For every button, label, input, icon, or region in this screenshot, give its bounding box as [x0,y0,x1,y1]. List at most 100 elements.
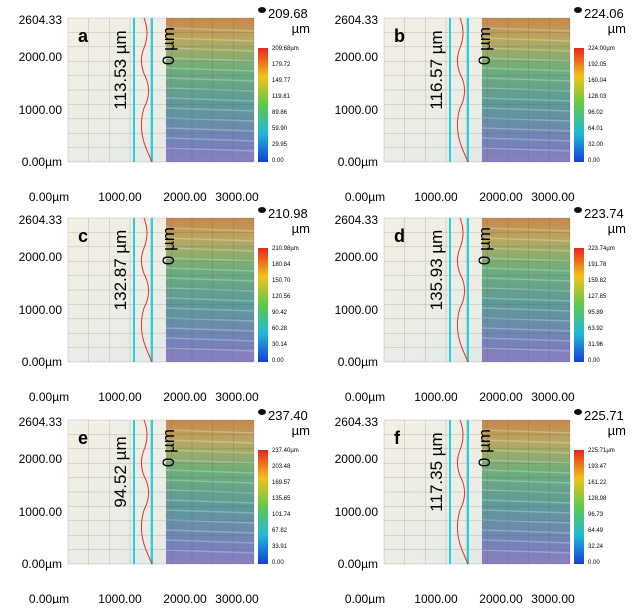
streak [481,347,571,352]
y-tick-label: 2604.33 [335,13,379,27]
streak [165,539,255,544]
colorbar-label: 120.56 [272,294,291,300]
streak [481,489,571,494]
colorbar-label: 128.98 [588,496,607,502]
topography [166,218,254,362]
streak [165,37,255,42]
streak [481,67,571,72]
streak [481,107,571,112]
colorbar-label: 135.65 [272,496,291,502]
streak [165,347,255,352]
y-tick-label: 2000.00 [335,250,379,264]
colorbar-label: 32.00 [588,142,604,148]
measurement: 94.52 µm [111,436,130,507]
x-tick-label: 2000.00 [163,390,207,404]
colorbar-label: 96.73 [588,512,604,518]
x-tick-label: 0.00µm [29,592,69,604]
streak [165,479,255,484]
profile-line [140,419,153,565]
streak [165,549,255,554]
colorbar-label: 89.86 [272,110,288,116]
max-value: 210.98 [268,206,308,221]
streak [481,317,571,322]
y-tick-label: 2000.00 [19,50,63,64]
colorbar-label: 119.81 [272,94,291,100]
y-tick-label: 2604.33 [19,415,63,429]
colorbar-label: 60.28 [272,326,288,332]
x-tick-label: 3000.00 [215,390,259,404]
measurement: 116.57 µm [427,30,446,109]
colorbar-label: 0.00 [588,358,600,364]
streak [165,469,255,474]
marker [258,207,266,213]
y-tick-label: 2000.00 [19,452,63,466]
streak [481,499,571,504]
colorbar-label: 31.96 [588,342,604,348]
colorbar-label: 0.00 [272,158,284,164]
streak [165,237,255,242]
streak [165,327,255,332]
colorbar-label: 192.05 [588,62,607,68]
streak [165,47,255,52]
x-tick-label: 3000.00 [215,592,259,604]
y-tick-label: 1000.00 [335,103,379,117]
streak [165,137,255,142]
streak [165,439,255,444]
streak [165,97,255,102]
streak [481,77,571,82]
streak [165,429,255,434]
colorbar-label: 29.95 [272,142,288,148]
panel-label: a [78,26,89,46]
colorbar-label: 224.00µm [588,46,615,52]
streak [165,287,255,292]
streak [165,117,255,122]
topography [166,18,254,162]
colorbar-label: 180.84 [272,262,291,268]
streak [165,449,255,454]
colorbar-label: 32.24 [588,544,604,550]
y-tick-label: 0.00µm [22,557,62,571]
streak [481,257,571,262]
streak [165,307,255,312]
streak [481,479,571,484]
streak [165,127,255,132]
colorbar-label: 150.70 [272,278,291,284]
colorbar-label: 64.49 [588,528,604,534]
x-tick-label: 1000.00 [98,390,142,404]
profile-line [456,217,469,363]
x-tick-label: 2000.00 [479,190,523,204]
streak [481,87,571,92]
panel: e 94.52 µm 0 µm2604.332000.001000.000.00µm… [19,408,310,606]
streak [481,97,571,102]
streak [481,469,571,474]
x-tick-label: 1000.00 [414,390,458,404]
colorbar-label: 90.42 [272,310,288,316]
panel-label: c [78,226,88,246]
profile-line [140,17,153,163]
x-tick-label: 0.00µm [345,190,385,204]
max-unit: µm [292,21,310,36]
y-tick-label: 1000.00 [19,303,63,317]
panel: f 117.35 µm 0 µm2604.332000.001000.000.00µ… [335,408,626,606]
panel-label: d [394,226,405,246]
streak [481,337,571,342]
colorbar-label: 127.85 [588,294,607,300]
max-unit: µm [292,221,310,236]
streak [481,509,571,514]
measurement: 135.93 µm [427,230,446,311]
y-tick-label: 0.00µm [338,155,378,169]
streak [481,519,571,524]
colorbar-label: 0.00 [588,158,600,164]
panel-label: e [78,428,88,448]
streak [165,519,255,524]
colorbar-label: 95.89 [588,310,604,316]
marker [574,409,582,415]
streak [481,237,571,242]
streak [481,47,571,52]
profile-line [140,217,153,363]
colorbar-label: 64.01 [588,126,604,132]
y-tick-label: 1000.00 [335,303,379,317]
streak [481,307,571,312]
streak [481,137,571,142]
marker [574,207,582,213]
